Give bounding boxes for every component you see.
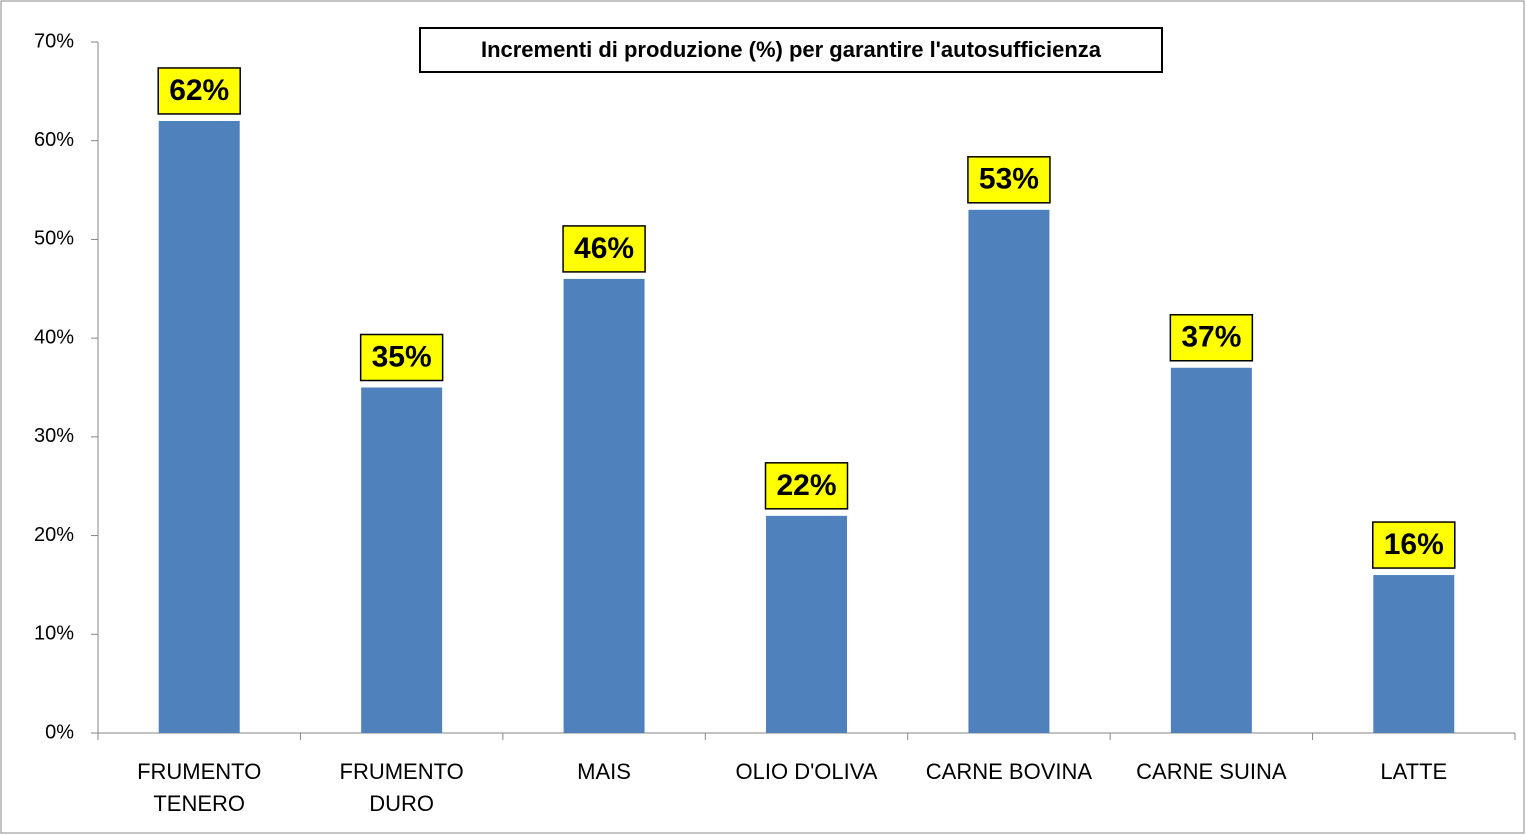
value-label: 62% (169, 74, 229, 107)
value-label: 35% (372, 340, 432, 373)
value-label-box (1169, 314, 1254, 362)
value-label: 22% (776, 469, 836, 502)
x-tick-label: FRUMENTO DURO (340, 759, 464, 816)
bar (1373, 575, 1455, 733)
bar (361, 387, 443, 733)
x-tick-label: MAIS (577, 759, 631, 784)
value-label: 46% (574, 232, 634, 265)
value-label-box (967, 156, 1051, 204)
bar (1170, 367, 1252, 733)
bar (968, 209, 1050, 734)
bar (158, 120, 240, 733)
x-tick-label: OLIO D'OLIVA (736, 759, 878, 784)
value-label-box (764, 462, 849, 510)
value-label-box (1372, 521, 1456, 569)
y-tick-label: 70% (34, 30, 74, 52)
bar (563, 278, 645, 733)
value-label-box (359, 333, 444, 382)
title-box (419, 27, 1163, 73)
y-tick-label: 20% (34, 524, 74, 546)
value-label: 53% (979, 163, 1039, 196)
y-tick-label: 0% (45, 721, 74, 743)
x-tick-label: CARNE SUINA (1136, 759, 1287, 784)
value-label: 37% (1181, 321, 1241, 354)
value-label-box (157, 67, 241, 115)
y-tick-label: 60% (34, 129, 74, 151)
y-tick-label: 10% (34, 623, 74, 645)
y-tick-label: 40% (34, 326, 74, 348)
value-label-box (562, 225, 646, 273)
y-tick-label: 30% (34, 425, 74, 447)
y-tick-label: 50% (34, 228, 74, 250)
x-tick-label: FRUMENTO TENERO (137, 759, 261, 816)
bar (766, 515, 847, 733)
value-label: 16% (1384, 528, 1444, 561)
chart-title: Incrementi di produzione (%) per garanti… (481, 37, 1102, 62)
x-tick-label: CARNE BOVINA (926, 759, 1093, 784)
x-tick-label: LATTE (1380, 759, 1447, 784)
